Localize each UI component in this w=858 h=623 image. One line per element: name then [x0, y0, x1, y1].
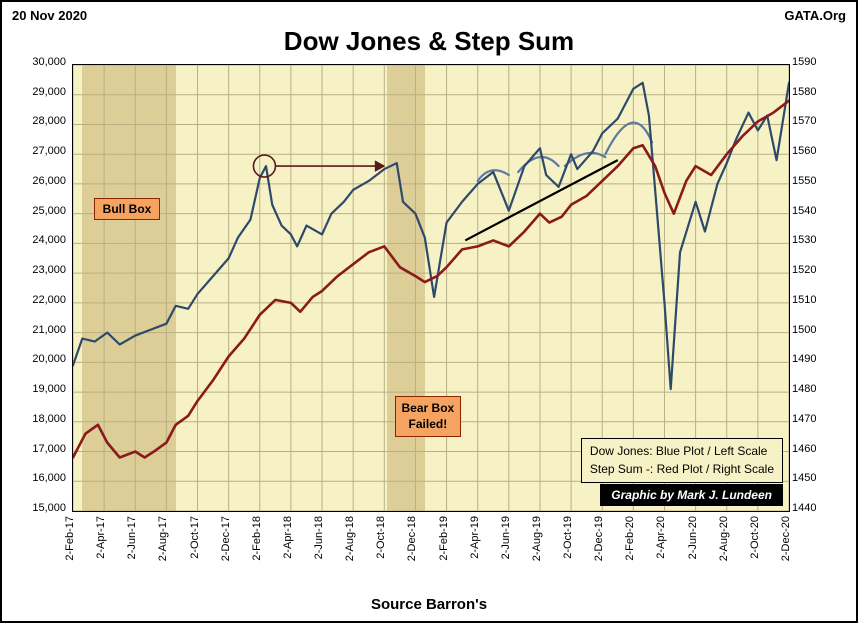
y-right-tick: 1540	[792, 205, 816, 217]
y-right-tick: 1590	[792, 56, 816, 68]
y-left-tick: 30,000	[32, 56, 66, 68]
x-tick: 2-Aug-20	[718, 516, 730, 561]
y-left-tick: 17,000	[32, 443, 66, 455]
plot-area: Bull Box Bear BoxFailed! Dow Jones: Blue P…	[72, 64, 790, 512]
x-tick: 2-Apr-17	[95, 516, 107, 559]
y-right-tick: 1510	[792, 294, 816, 306]
y-left-tick: 20,000	[32, 353, 66, 365]
y-left-tick: 21,000	[32, 324, 66, 336]
y-left-tick: 24,000	[32, 234, 66, 246]
x-tick: 2-Jun-17	[126, 516, 138, 559]
x-tick: 2-Apr-18	[282, 516, 294, 559]
top-bar: 20 Nov 2020 GATA.Org	[4, 4, 854, 26]
x-tick: 2-Apr-20	[655, 516, 667, 559]
y-left-tick: 28,000	[32, 115, 66, 127]
y-right-tick: 1580	[792, 86, 816, 98]
x-tick: 2-Oct-18	[375, 516, 387, 559]
x-tick: 2-Jun-19	[500, 516, 512, 559]
y-left-tick: 27,000	[32, 145, 66, 157]
bull-box-label: Bull Box	[94, 198, 161, 220]
legend-line-1: Dow Jones: Blue Plot / Left Scale	[590, 443, 774, 460]
x-tick: 2-Aug-17	[157, 516, 169, 561]
x-tick: 2-Feb-18	[251, 516, 263, 561]
x-tick: 2-Oct-19	[562, 516, 574, 559]
x-tick: 2-Aug-19	[531, 516, 543, 561]
source-label: Source Barron's	[2, 596, 856, 613]
y-right-tick: 1500	[792, 324, 816, 336]
chart-title: Dow Jones & Step Sum	[2, 26, 856, 57]
x-tick: 2-Dec-19	[593, 516, 605, 561]
y-right-tick: 1480	[792, 383, 816, 395]
y-left-tick: 19,000	[32, 383, 66, 395]
x-tick: 2-Apr-19	[469, 516, 481, 559]
bear-box-label: Bear BoxFailed!	[395, 396, 462, 437]
x-tick: 2-Feb-17	[64, 516, 76, 561]
x-tick: 2-Dec-20	[780, 516, 792, 561]
x-tick: 2-Dec-17	[220, 516, 232, 561]
y-right-tick: 1470	[792, 413, 816, 425]
y-left-tick: 26,000	[32, 175, 66, 187]
y-right-tick: 1520	[792, 264, 816, 276]
y-left-tick: 23,000	[32, 264, 66, 276]
y-left-tick: 29,000	[32, 86, 66, 98]
x-tick: 2-Feb-20	[624, 516, 636, 561]
legend-line-2: Step Sum -: Red Plot / Right Scale	[590, 461, 774, 478]
y-right-tick: 1460	[792, 443, 816, 455]
y-right-tick: 1490	[792, 353, 816, 365]
credit-label: Graphic by Mark J. Lundeen	[600, 484, 783, 506]
x-tick: 2-Aug-18	[344, 516, 356, 561]
x-tick: 2-Feb-19	[438, 516, 450, 561]
y-right-tick: 1550	[792, 175, 816, 187]
legend: Dow Jones: Blue Plot / Left ScaleStep Su…	[581, 438, 783, 483]
y-left-tick: 18,000	[32, 413, 66, 425]
y-right-tick: 1450	[792, 472, 816, 484]
y-left-tick: 22,000	[32, 294, 66, 306]
y-left-tick: 25,000	[32, 205, 66, 217]
x-tick: 2-Jun-20	[687, 516, 699, 559]
x-tick: 2-Jun-18	[313, 516, 325, 559]
y-left-tick: 15,000	[32, 502, 66, 514]
org-label: GATA.Org	[784, 8, 846, 23]
date-label: 20 Nov 2020	[12, 8, 87, 23]
x-tick: 2-Oct-17	[189, 516, 201, 559]
y-right-tick: 1440	[792, 502, 816, 514]
y-right-tick: 1560	[792, 145, 816, 157]
y-right-tick: 1530	[792, 234, 816, 246]
x-tick: 2-Oct-20	[749, 516, 761, 559]
y-left-tick: 16,000	[32, 472, 66, 484]
x-tick: 2-Dec-18	[406, 516, 418, 561]
y-right-tick: 1570	[792, 115, 816, 127]
